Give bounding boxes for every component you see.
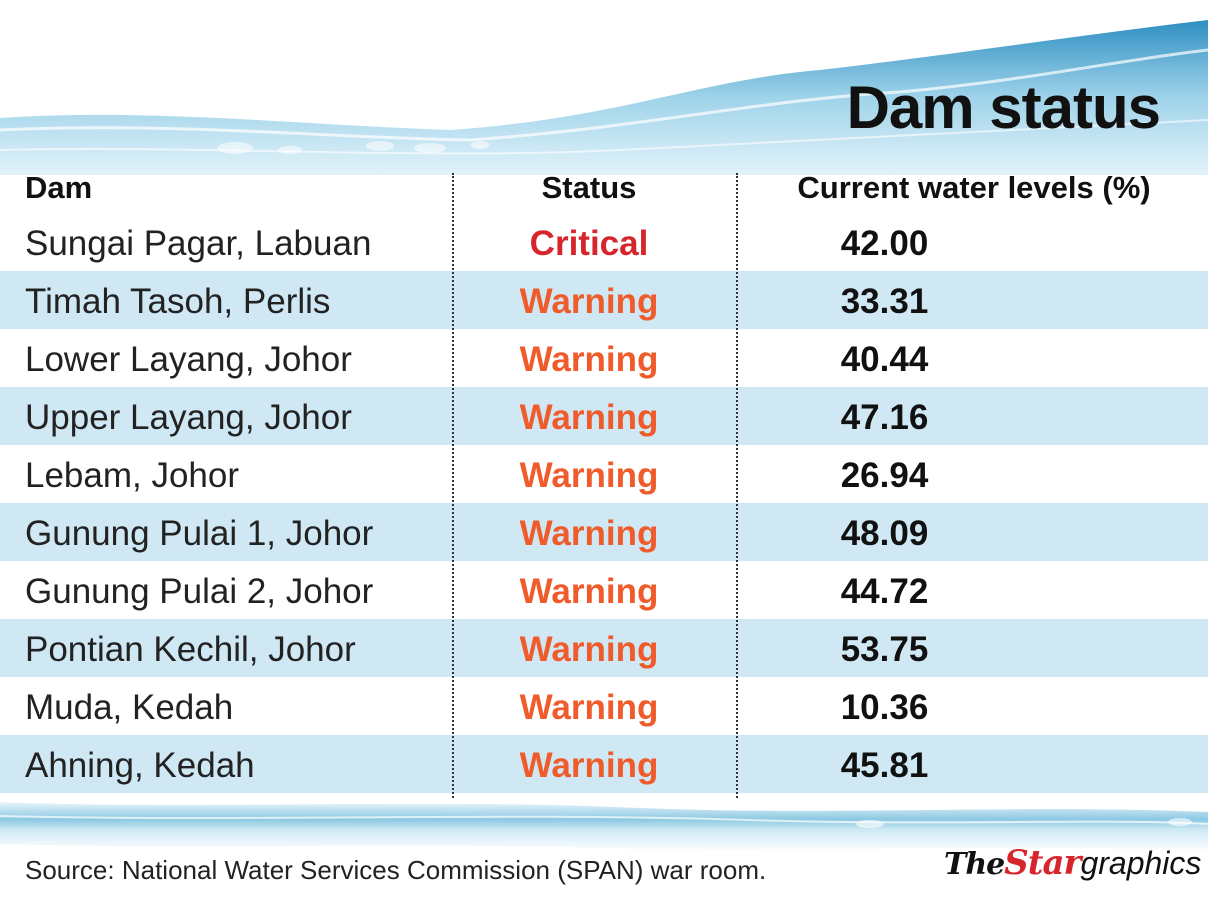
table-row: Sungai Pagar, Labuan Critical 42.00 [0,213,1208,271]
source-note: Source: National Water Services Commissi… [25,855,767,885]
dam-name-cell: Ahning, Kedah [25,746,255,785]
dam-name-cell: Gunung Pulai 2, Johor [25,572,374,611]
table-row: Timah Tasoh, Perlis Warning 33.31 [0,271,1208,329]
dam-name-cell: Pontian Kechil, Johor [25,630,356,669]
dam-name-cell: Lower Layang, Johor [25,340,352,379]
column-divider [452,173,454,798]
table-row: Lebam, Johor Warning 26.94 [0,445,1208,503]
table-row: Muda, Kedah Warning 10.36 [0,677,1208,735]
water-level-cell: 44.72 [840,572,929,611]
status-cell: Warning [519,746,659,785]
dam-name-cell: Upper Layang, Johor [25,398,352,437]
water-level-cell: 48.09 [840,514,929,553]
table-row: Pontian Kechil, Johor Warning 53.75 [0,619,1208,677]
water-level-cell: 26.94 [840,456,929,495]
status-cell: Warning [519,572,659,611]
logo-graphics: graphics [1080,845,1202,881]
water-level-cell: 40.44 [840,340,929,379]
logo-the: The [944,847,1005,882]
dam-name-cell: Timah Tasoh, Perlis [25,282,331,321]
the-star-graphics-logo: TheStargraphics [944,846,1201,880]
column-divider [736,173,738,798]
status-cell: Warning [519,340,659,379]
column-header-dam: Dam [25,170,93,205]
dam-name-cell: Sungai Pagar, Labuan [25,224,372,263]
dam-status-table: Dam Status Current water levels (%) Sung… [0,160,1208,793]
water-level-cell: 53.75 [840,630,929,669]
water-wave-top [0,20,1208,175]
table-header-row: Dam Status Current water levels (%) [0,160,1208,213]
status-cell: Warning [519,456,659,495]
dam-name-cell: Gunung Pulai 1, Johor [25,514,374,553]
table-row: Gunung Pulai 1, Johor Warning 48.09 [0,503,1208,561]
status-cell: Warning [519,688,659,727]
status-cell: Warning [519,282,659,321]
table-row: Lower Layang, Johor Warning 40.44 [0,329,1208,387]
status-cell: Warning [519,398,659,437]
dam-name-cell: Muda, Kedah [25,688,234,727]
water-level-cell: 42.00 [840,224,929,263]
status-cell: Warning [519,630,659,669]
column-header-status: Status [541,170,637,205]
table-row: Ahning, Kedah Warning 45.81 [0,735,1208,793]
table-row: Upper Layang, Johor Warning 47.16 [0,387,1208,445]
water-level-cell: 47.16 [840,398,929,437]
logo-star: Star [1004,843,1081,883]
water-level-cell: 33.31 [840,282,929,321]
status-cell: Critical [529,224,649,263]
water-wave-bottom [0,802,1208,852]
status-cell: Warning [519,514,659,553]
dam-name-cell: Lebam, Johor [25,456,240,495]
water-level-cell: 45.81 [840,746,929,785]
table-row: Gunung Pulai 2, Johor Warning 44.72 [0,561,1208,619]
page-title: Dam status [846,74,1161,141]
column-header-water-level: Current water levels (%) [797,170,1151,205]
water-level-cell: 10.36 [840,688,929,727]
